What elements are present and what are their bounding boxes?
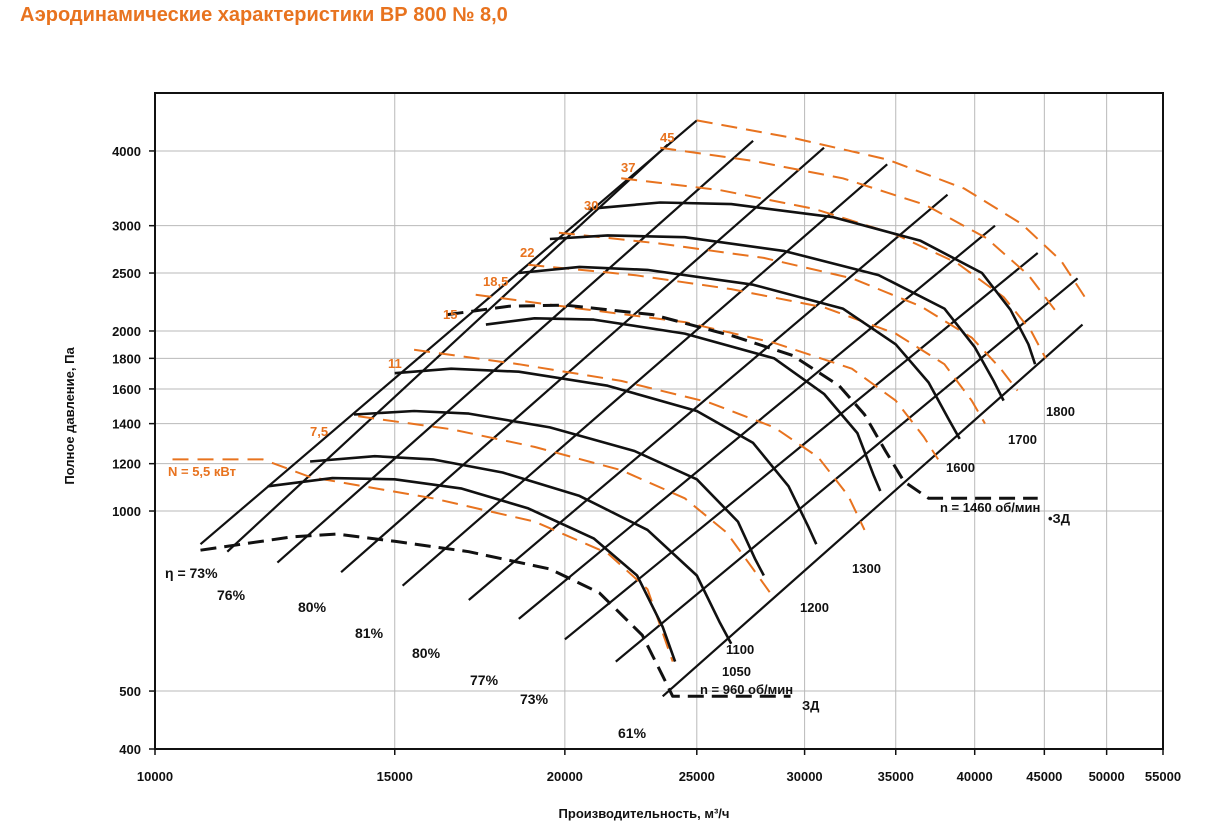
x-tick-label: 25000 bbox=[679, 769, 715, 784]
system-label: n = 1460 об/мин bbox=[940, 500, 1040, 515]
y-axis-title: Полное давление, Па bbox=[62, 347, 77, 485]
y-tick-label: 1800 bbox=[112, 351, 141, 366]
rpm-baseline-ray bbox=[661, 323, 1084, 698]
x-tick-label: 30000 bbox=[787, 769, 823, 784]
rpm-label: 1100 bbox=[726, 642, 754, 657]
y-tick-label: 500 bbox=[119, 684, 141, 699]
efficiency-label: η = 73% bbox=[165, 565, 218, 581]
power-label: 37 bbox=[621, 160, 635, 175]
efficiency-label: 76% bbox=[217, 587, 246, 603]
rpm-label: 1700 bbox=[1008, 432, 1037, 447]
rpm-label: 1800 bbox=[1046, 404, 1075, 419]
y-tick-label: 2000 bbox=[112, 324, 141, 339]
efficiency-rays bbox=[199, 119, 1084, 698]
efficiency-ray bbox=[468, 193, 949, 601]
rpm-label: 1300 bbox=[852, 561, 881, 576]
y-tick-label: 4000 bbox=[112, 144, 141, 159]
pressure-curve bbox=[549, 234, 1005, 402]
efficiency-label: 61% bbox=[618, 725, 647, 741]
chart-labels: 10000 15000 20000 25000 30000 35000 40000 45000… bbox=[112, 130, 1181, 784]
y-tick-label: 400 bbox=[119, 742, 141, 757]
plot-frame bbox=[154, 92, 1164, 750]
power-line bbox=[621, 177, 1047, 359]
pressure-curve bbox=[485, 316, 882, 492]
pressure-curve bbox=[267, 476, 677, 663]
efficiency-label: 73% bbox=[520, 691, 549, 707]
y-tick-label: 1400 bbox=[112, 417, 141, 432]
rpm-label: 1200 bbox=[800, 600, 829, 615]
y-tick-label: 3000 bbox=[112, 219, 141, 234]
y-tick-label: 2500 bbox=[112, 266, 141, 281]
power-line bbox=[696, 119, 1088, 300]
power-label: 11 bbox=[388, 356, 402, 371]
system-end-label: •ЗД bbox=[1048, 511, 1071, 526]
power-label: 15 bbox=[443, 307, 457, 322]
x-tick-label: 55000 bbox=[1145, 769, 1181, 784]
power-label: 45 bbox=[660, 130, 674, 145]
grid bbox=[149, 93, 1164, 755]
power-label: 22 bbox=[520, 245, 534, 260]
y-tick-label: 1600 bbox=[112, 382, 141, 397]
y-tick-label: 1000 bbox=[112, 504, 141, 519]
system-line bbox=[447, 303, 1038, 500]
x-tick-label: 20000 bbox=[547, 769, 583, 784]
rpm-label: 1050 bbox=[722, 664, 751, 679]
efficiency-label: 80% bbox=[412, 645, 441, 661]
x-axis-title: Производительность, м³/ч bbox=[559, 806, 730, 821]
pressure-curve bbox=[394, 367, 818, 545]
power-label: 30 bbox=[584, 198, 598, 213]
x-tick-label: 45000 bbox=[1026, 769, 1062, 784]
efficiency-label: 80% bbox=[298, 599, 327, 615]
efficiency-ray bbox=[340, 146, 825, 574]
efficiency-ray bbox=[199, 119, 698, 546]
x-tick-label: 35000 bbox=[878, 769, 914, 784]
system-line bbox=[200, 532, 791, 698]
pressure-curves bbox=[267, 201, 1037, 663]
system-end-label: ЗД bbox=[802, 698, 820, 713]
efficiency-label: 77% bbox=[470, 672, 499, 688]
pressure-curve bbox=[309, 454, 733, 645]
page-title: Аэродинамические характеристики ВР 800 №… bbox=[20, 4, 508, 26]
power-line bbox=[558, 231, 1019, 392]
power-line bbox=[475, 293, 939, 460]
system-label: n = 960 об/мин bbox=[700, 682, 793, 697]
efficiency-ray bbox=[401, 163, 888, 587]
efficiency-ray bbox=[276, 139, 754, 564]
efficiency-ray bbox=[518, 224, 996, 620]
power-line bbox=[413, 348, 866, 531]
rpm-label: 1600 bbox=[946, 460, 975, 475]
x-tick-label: 50000 bbox=[1089, 769, 1125, 784]
y-tick-label: 1200 bbox=[112, 457, 141, 472]
efficiency-ray bbox=[226, 143, 669, 553]
system-lines bbox=[200, 303, 1038, 698]
x-tick-label: 15000 bbox=[377, 769, 413, 784]
efficiency-label: 81% bbox=[355, 625, 384, 641]
power-line bbox=[358, 415, 771, 594]
power-label: 7,5 bbox=[310, 424, 328, 439]
efficiency-ray bbox=[615, 277, 1079, 663]
pressure-curve bbox=[353, 409, 765, 577]
power-label: N = 5,5 кВт bbox=[168, 464, 236, 479]
x-tick-label: 40000 bbox=[957, 769, 993, 784]
x-tick-label: 10000 bbox=[137, 769, 173, 784]
pressure-curve bbox=[518, 265, 961, 440]
pressure-curve bbox=[587, 201, 1037, 365]
power-label: 18,5 bbox=[483, 274, 508, 289]
